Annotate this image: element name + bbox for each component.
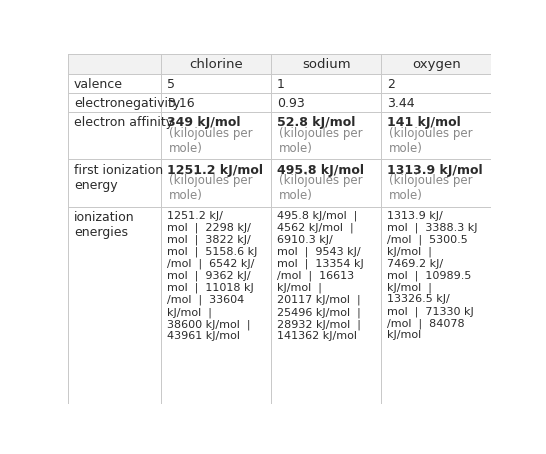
Text: ionization
energies: ionization energies (74, 211, 134, 239)
Text: electronegativity: electronegativity (74, 97, 180, 110)
Text: (kilojoules per
mole): (kilojoules per mole) (169, 127, 253, 155)
Text: (kilojoules per
mole): (kilojoules per mole) (389, 127, 473, 155)
Text: 2: 2 (387, 78, 395, 91)
Text: (kilojoules per
mole): (kilojoules per mole) (169, 174, 253, 202)
Bar (162, 112, 271, 159)
Bar (68, 93, 162, 112)
Bar (381, 93, 491, 112)
Text: (kilojoules per
mole): (kilojoules per mole) (389, 174, 473, 202)
Text: (kilojoules per
mole): (kilojoules per mole) (279, 127, 363, 155)
Text: oxygen: oxygen (412, 58, 461, 70)
Text: 5: 5 (167, 78, 175, 91)
Bar (381, 112, 491, 159)
Bar (271, 74, 381, 93)
Text: 141 kJ/mol: 141 kJ/mol (387, 116, 461, 129)
Bar (162, 93, 271, 112)
Bar (271, 112, 381, 159)
Bar (271, 159, 381, 207)
Bar (68, 112, 162, 159)
Bar (381, 207, 491, 404)
Text: 1: 1 (277, 78, 284, 91)
Text: chlorine: chlorine (189, 58, 243, 70)
Text: 1313.9 kJ/
mol  |  3388.3 kJ
/mol  |  5300.5
kJ/mol  |
7469.2 kJ/
mol  |  10989.: 1313.9 kJ/ mol | 3388.3 kJ /mol | 5300.5… (387, 211, 477, 340)
Text: 495.8 kJ/mol  |
4562 kJ/mol  |
6910.3 kJ/
mol  |  9543 kJ/
mol  |  13354 kJ
/mol: 495.8 kJ/mol | 4562 kJ/mol | 6910.3 kJ/ … (277, 211, 364, 341)
Text: sodium: sodium (302, 58, 351, 70)
Bar (271, 54, 381, 74)
Bar (162, 207, 271, 404)
Bar (381, 159, 491, 207)
Bar (68, 54, 162, 74)
Bar (68, 159, 162, 207)
Text: valence: valence (74, 78, 123, 91)
Text: 3.44: 3.44 (387, 97, 414, 110)
Text: 495.8 kJ/mol: 495.8 kJ/mol (277, 163, 364, 177)
Bar (162, 54, 271, 74)
Bar (162, 74, 271, 93)
Text: 0.93: 0.93 (277, 97, 305, 110)
Text: first ionization
energy: first ionization energy (74, 163, 163, 192)
Text: electron affinity: electron affinity (74, 116, 173, 129)
Text: 52.8 kJ/mol: 52.8 kJ/mol (277, 116, 355, 129)
Bar (271, 93, 381, 112)
Text: 1313.9 kJ/mol: 1313.9 kJ/mol (387, 163, 483, 177)
Bar (68, 74, 162, 93)
Bar (68, 207, 162, 404)
Bar (381, 74, 491, 93)
Text: 349 kJ/mol: 349 kJ/mol (167, 116, 240, 129)
Text: 3.16: 3.16 (167, 97, 194, 110)
Text: 1251.2 kJ/mol: 1251.2 kJ/mol (167, 163, 263, 177)
Bar (162, 159, 271, 207)
Bar (271, 207, 381, 404)
Text: 1251.2 kJ/
mol  |  2298 kJ/
mol  |  3822 kJ/
mol  |  5158.6 kJ
/mol  |  6542 kJ/: 1251.2 kJ/ mol | 2298 kJ/ mol | 3822 kJ/… (167, 211, 257, 341)
Bar (381, 54, 491, 74)
Text: (kilojoules per
mole): (kilojoules per mole) (279, 174, 363, 202)
